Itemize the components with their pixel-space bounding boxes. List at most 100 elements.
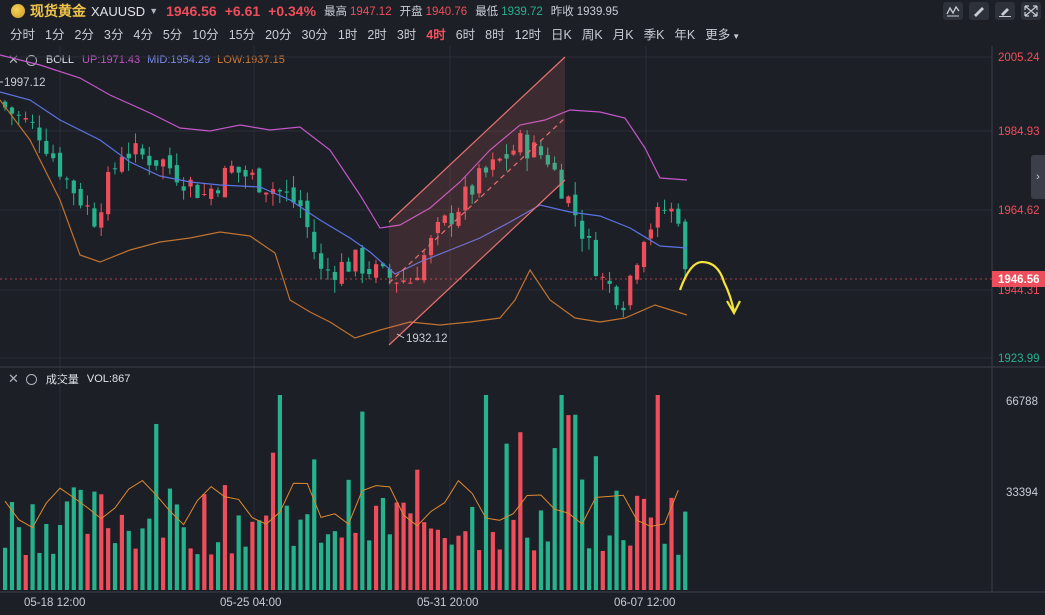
period-tab-8[interactable]: 20分 bbox=[265, 28, 292, 42]
volume-bar bbox=[669, 497, 674, 590]
candle-body bbox=[607, 280, 612, 284]
candle-body bbox=[449, 213, 454, 225]
volume-bar bbox=[566, 415, 571, 590]
candle-body bbox=[181, 186, 186, 191]
candle bbox=[373, 259, 379, 284]
candle bbox=[422, 250, 427, 284]
candle-body bbox=[23, 118, 28, 120]
period-tab-2[interactable]: 2分 bbox=[74, 28, 94, 42]
period-tab-14[interactable]: 6时 bbox=[455, 28, 476, 42]
candle bbox=[188, 176, 193, 198]
channel-lower-line bbox=[388, 179, 566, 346]
candle-body bbox=[250, 172, 255, 175]
period-tab-16[interactable]: 12时 bbox=[514, 28, 542, 42]
period-tab-21[interactable]: 年K bbox=[674, 28, 696, 42]
period-tab-1[interactable]: 1分 bbox=[45, 28, 65, 42]
chevron-right-icon: › bbox=[1036, 171, 1040, 183]
volume-bar bbox=[147, 518, 152, 590]
candle-body bbox=[463, 186, 468, 211]
candle-body bbox=[236, 166, 241, 173]
candle-body bbox=[353, 249, 358, 272]
candle bbox=[538, 139, 544, 160]
period-tab-20[interactable]: 季K bbox=[643, 28, 665, 42]
fullscreen-button[interactable] bbox=[1021, 2, 1041, 20]
volume-bar bbox=[209, 554, 214, 590]
period-tab-4[interactable]: 4分 bbox=[133, 28, 153, 42]
volume-bar bbox=[360, 411, 365, 590]
volume-bar bbox=[401, 502, 406, 590]
indicator-tool-button[interactable] bbox=[943, 2, 963, 20]
candle bbox=[222, 165, 228, 198]
prev-close-stat: 昨收 1939.95 bbox=[550, 6, 619, 18]
draw-tool-button[interactable] bbox=[969, 2, 989, 20]
period-tab-18[interactable]: 周K bbox=[581, 28, 603, 42]
volume-bar bbox=[525, 537, 530, 590]
volume-bar bbox=[167, 488, 173, 590]
candle-body bbox=[662, 209, 667, 211]
period-tab-19[interactable]: 月K bbox=[612, 28, 634, 42]
candle bbox=[394, 281, 399, 293]
candle-body bbox=[456, 211, 461, 226]
period-tab-7[interactable]: 15分 bbox=[228, 28, 256, 42]
period-tab-15[interactable]: 8时 bbox=[485, 28, 505, 42]
candle-body bbox=[9, 107, 15, 114]
candle bbox=[147, 146, 152, 175]
candle-body bbox=[264, 192, 269, 195]
period-more-button[interactable]: 更多 ▼ bbox=[705, 28, 741, 42]
close-volume-icon[interactable]: ✕ bbox=[8, 371, 19, 386]
period-tab-13[interactable]: 4时 bbox=[426, 28, 446, 42]
candle bbox=[360, 244, 365, 284]
more-caret-icon: ▼ bbox=[732, 32, 741, 41]
period-tab-11[interactable]: 2时 bbox=[367, 28, 387, 42]
volume-bar bbox=[16, 527, 21, 590]
volume-legend: ✕ 成交量 VOL:867 bbox=[8, 371, 130, 387]
volume-bar bbox=[51, 553, 56, 590]
candle-body bbox=[298, 200, 303, 207]
period-tab-6[interactable]: 10分 bbox=[192, 28, 219, 42]
edit-tool-button[interactable] bbox=[995, 2, 1015, 20]
candle-body bbox=[51, 153, 56, 159]
side-panel-toggle[interactable]: › bbox=[1031, 155, 1045, 199]
candle-body bbox=[106, 172, 111, 215]
volume-bar bbox=[552, 448, 557, 590]
time-axis-label-1: 05-25 04:00 bbox=[220, 597, 281, 609]
candle bbox=[106, 166, 111, 221]
volume-bar bbox=[71, 487, 76, 590]
volume-bar bbox=[195, 554, 200, 590]
volume-bar bbox=[202, 494, 207, 590]
symbol-dropdown-caret-icon[interactable]: ▼ bbox=[149, 6, 159, 16]
period-tab-17[interactable]: 日K bbox=[551, 28, 572, 42]
volume-bar bbox=[119, 514, 124, 590]
candle bbox=[319, 243, 324, 279]
candle bbox=[57, 146, 63, 180]
period-tab-12[interactable]: 3时 bbox=[396, 28, 417, 42]
volume-settings-icon[interactable] bbox=[25, 373, 37, 385]
candle bbox=[119, 146, 124, 174]
candle-body bbox=[552, 162, 557, 170]
candle bbox=[621, 301, 626, 318]
candle bbox=[71, 179, 76, 206]
price-axis-label-1: 1984.93 bbox=[998, 126, 1040, 138]
candle bbox=[37, 115, 42, 153]
period-tab-0[interactable]: 分时 bbox=[10, 28, 36, 42]
candle-body bbox=[71, 180, 76, 194]
volume-bar bbox=[284, 505, 289, 590]
period-tab-10[interactable]: 1时 bbox=[337, 28, 358, 42]
time-axis-label-0: 05-18 12:00 bbox=[24, 597, 85, 609]
candle-body bbox=[119, 156, 124, 172]
symbol-code[interactable]: XAUUSD bbox=[91, 3, 146, 19]
candle bbox=[284, 179, 289, 202]
period-tab-9[interactable]: 30分 bbox=[301, 28, 328, 42]
close-boll-icon[interactable]: ✕ bbox=[8, 52, 19, 67]
symbol-name[interactable]: 现货黄金 bbox=[30, 3, 86, 19]
volume-bar bbox=[250, 521, 255, 590]
candle bbox=[573, 182, 578, 227]
candle-body bbox=[78, 188, 83, 206]
high-stat: 最高 1947.12 bbox=[324, 6, 392, 18]
period-tab-3[interactable]: 3分 bbox=[103, 28, 124, 42]
boll-settings-icon[interactable] bbox=[25, 54, 37, 66]
period-tab-5[interactable]: 5分 bbox=[162, 28, 183, 42]
candle bbox=[607, 271, 612, 294]
volume-bar bbox=[236, 515, 241, 590]
